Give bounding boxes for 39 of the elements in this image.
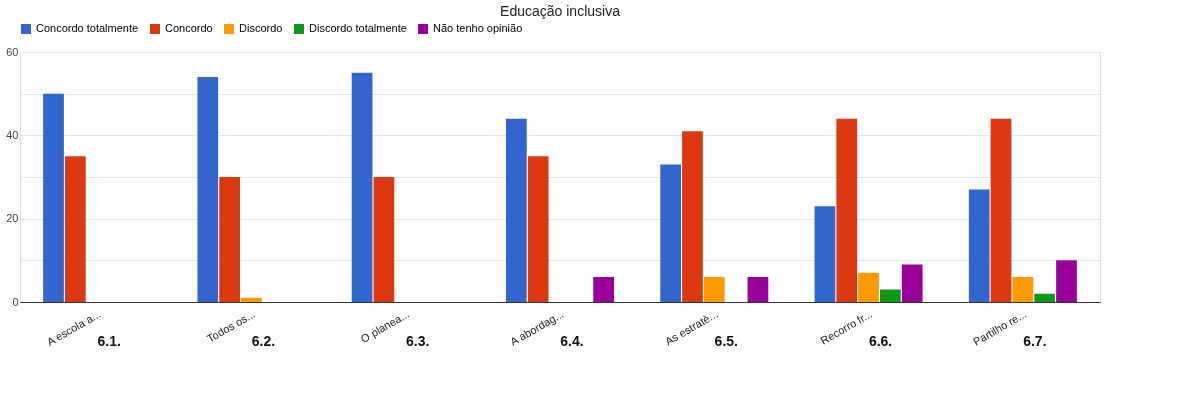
bar — [858, 272, 879, 302]
bar — [682, 131, 703, 302]
bar — [197, 77, 219, 302]
y-tick-label: 20 — [6, 212, 19, 225]
bar — [219, 177, 240, 302]
bar — [593, 277, 614, 302]
bar — [990, 118, 1012, 302]
bar — [506, 118, 527, 302]
bar — [1012, 277, 1034, 302]
bar — [814, 206, 836, 302]
bar — [747, 277, 769, 302]
legend-label: Concordo — [165, 22, 213, 34]
bar — [64, 156, 86, 302]
legend-label: Discordo — [239, 22, 283, 34]
text: 6.2. — [251, 333, 276, 349]
y-tick-label: 60 — [6, 45, 19, 58]
text: 6.6. — [868, 333, 893, 349]
bar — [241, 297, 262, 302]
legend-label: Não tenho opinião — [433, 22, 523, 34]
bar — [836, 118, 858, 302]
legend-label: Concordo totalmente — [36, 22, 139, 34]
bar — [880, 289, 901, 302]
text: 6.1. — [97, 333, 121, 349]
bar — [351, 72, 373, 302]
bar — [1056, 260, 1077, 302]
text: 6.5. — [714, 333, 738, 349]
chart-title: Educação inclusiva — [500, 3, 621, 19]
bar — [901, 264, 923, 302]
bar — [1034, 293, 1056, 302]
bar — [527, 156, 549, 302]
legend-label: Discordo totalmente — [309, 22, 407, 34]
bar — [703, 277, 725, 302]
bar — [660, 164, 682, 302]
y-tick-label: 0 — [12, 295, 19, 308]
bar — [43, 93, 64, 302]
bar — [968, 189, 990, 302]
y-tick-label: 40 — [6, 128, 19, 141]
text: 6.7. — [1023, 333, 1047, 349]
bar — [373, 177, 395, 302]
